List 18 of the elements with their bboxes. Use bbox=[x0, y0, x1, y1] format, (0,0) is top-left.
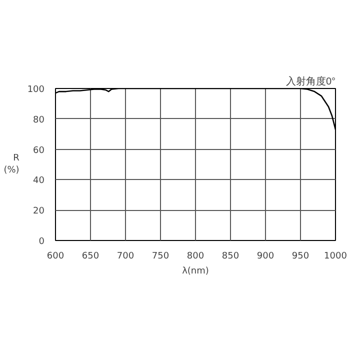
x-tick-label: 800 bbox=[186, 252, 204, 262]
y-tick-label: 20 bbox=[33, 206, 45, 217]
y-tick-label: 40 bbox=[33, 176, 45, 186]
x-tick-label: 950 bbox=[292, 252, 310, 262]
x-tick-label: 600 bbox=[46, 252, 64, 262]
text: 入射角度0° bbox=[286, 76, 336, 88]
y-axis-title: R (%) bbox=[4, 154, 20, 176]
y-tick-label: 60 bbox=[33, 146, 45, 156]
x-tick-label: 900 bbox=[256, 252, 274, 262]
y-tick-label: 0 bbox=[38, 237, 45, 247]
x-tick-label: 750 bbox=[152, 252, 170, 262]
x-tick-label: 1000 bbox=[324, 252, 348, 262]
x-tick-label: 650 bbox=[82, 252, 100, 262]
x-tick-label: 850 bbox=[222, 252, 240, 262]
x-tick-label: 700 bbox=[116, 252, 134, 262]
x-axis-title: λ(nm) bbox=[182, 266, 209, 276]
y-tick-label: 100 bbox=[27, 85, 45, 95]
y-tick-label: 80 bbox=[33, 115, 45, 126]
